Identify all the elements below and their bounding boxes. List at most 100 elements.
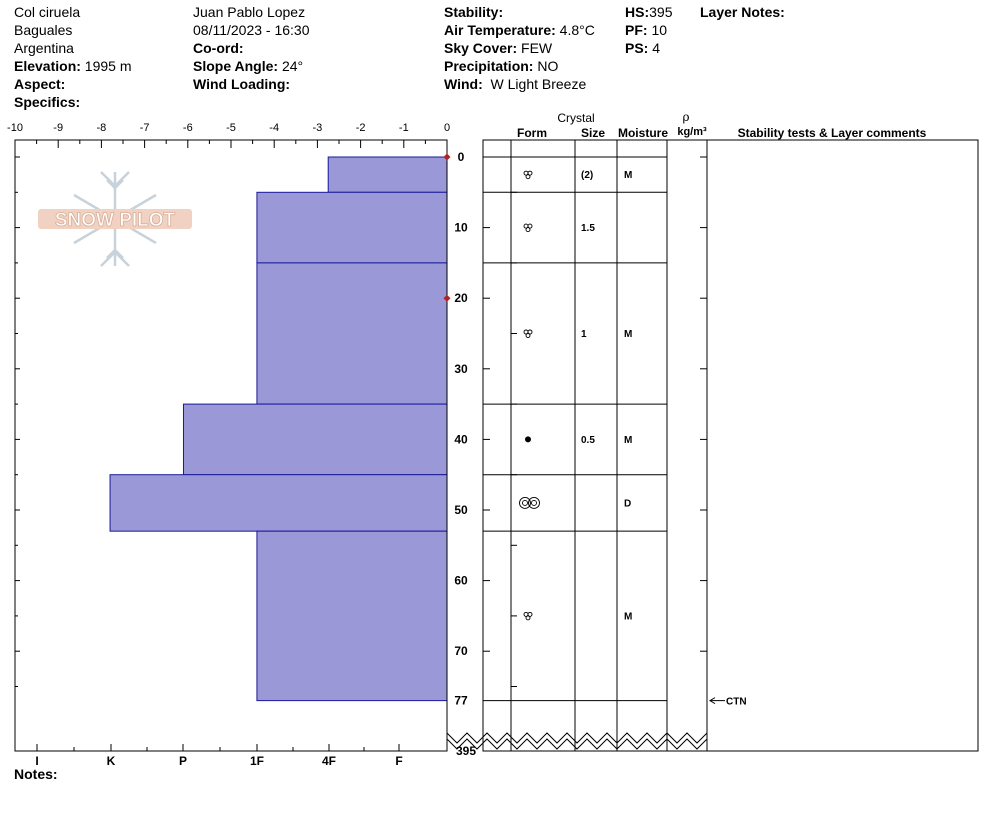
- ps-row: PS: 4: [625, 39, 672, 57]
- hardness-label-I: I: [35, 754, 38, 768]
- sky-row: Sky Cover: FEW: [444, 39, 595, 57]
- crystal-size-0: (2): [581, 170, 593, 181]
- pf-value: 10: [651, 22, 668, 38]
- slope-label: Slope Angle:: [193, 58, 279, 74]
- depth-label-70: 70: [454, 644, 468, 658]
- aspect-label: Aspect:: [14, 76, 66, 92]
- melt-outer-b: [528, 496, 540, 509]
- graupel-icon-5: [523, 611, 533, 621]
- column-headers: Crystal Form Size Moisture ρ kg/m³ Stabi…: [517, 110, 927, 140]
- elevation-value: 1995 m: [84, 58, 132, 74]
- moisture-code-2: M: [624, 329, 632, 340]
- melt-outer-a: [519, 496, 531, 509]
- hardness-bar-5: [256, 530, 448, 702]
- hardness-label-F: F: [395, 754, 402, 768]
- depth-label-40: 40: [454, 432, 468, 446]
- location-block: Col ciruela Baguales Argentina Elevation…: [14, 3, 132, 111]
- ps-value: 4: [652, 40, 661, 56]
- specifics-row: Specifics:: [14, 93, 132, 111]
- temp-tick-label-0: 0: [444, 122, 450, 134]
- elevation-row: Elevation: 1995 m: [14, 57, 132, 75]
- axis-ticks: [14, 140, 707, 751]
- hardness-bar-1: [256, 191, 448, 264]
- crystal-column: (2) M 1.5 1 M 0.5 M D M CTN: [519, 170, 747, 708]
- hs-value: 395: [649, 4, 673, 20]
- temp-tick-label--6: -6: [183, 122, 193, 134]
- stability-label: Stability:: [444, 4, 504, 20]
- slope-row: Slope Angle: 24°: [193, 57, 310, 75]
- graupel-part-c: [525, 174, 531, 180]
- hs-row: HS:395: [625, 3, 672, 21]
- notes-block: Notes:: [14, 765, 58, 783]
- crystal-size-3: 0.5: [581, 435, 595, 446]
- wind-loading-label: Wind Loading:: [193, 76, 291, 92]
- wind-value: W Light Breeze: [490, 76, 587, 92]
- graupel-part-b: [527, 170, 533, 176]
- wind-label: Wind:: [444, 76, 483, 92]
- location-region: Baguales: [14, 22, 73, 38]
- conditions-block: Stability: Air Temperature: 4.8°C Sky Co…: [444, 3, 595, 93]
- summary-block: HS:395 PF: 10 PS: 4: [625, 3, 672, 57]
- axis-labels: -10 -9 -8 -7 -6 -5 -4 -3 -2 -1 0010203040506070773…: [7, 122, 476, 768]
- logo-text: SNOW PILOT: [55, 210, 176, 231]
- melt-forms-icon-4: [519, 496, 540, 509]
- wind-loading-row: Wind Loading:: [193, 75, 310, 93]
- moisture-code-0: M: [624, 170, 632, 181]
- graupel-part-b: [527, 223, 533, 229]
- air-temp-label: Air Temperature:: [444, 22, 556, 38]
- hs-label: HS:: [625, 4, 650, 20]
- moisture-header: Moisture: [618, 126, 668, 140]
- location-name: Col ciruela: [14, 4, 81, 20]
- observation-datetime: 08/11/2023 - 16:30: [193, 22, 310, 38]
- precip-value: NO: [537, 58, 559, 74]
- temp-tick-label--4: -4: [269, 122, 279, 134]
- depth-label-50: 50: [454, 503, 468, 517]
- density-header: kg/m³: [677, 126, 707, 138]
- form-header: Form: [517, 126, 547, 140]
- size-header: Size: [581, 126, 605, 140]
- hardness-bar-3: [182, 403, 448, 476]
- location-country: Argentina: [14, 40, 74, 56]
- temperature-marker-0: [443, 153, 451, 161]
- precip-row: Precipitation: NO: [444, 57, 595, 75]
- total-depth-label: 395: [456, 744, 476, 758]
- temp-tick-label--10: -10: [7, 122, 23, 134]
- snowpilot-logo: SNOW PILOT: [38, 171, 192, 267]
- sky-label: Sky Cover:: [444, 40, 518, 56]
- temp-tick-label--2: -2: [356, 122, 366, 134]
- graupel-part-b: [527, 611, 533, 617]
- stability-row: Stability:: [444, 3, 595, 21]
- test-arrow-head-0: [709, 697, 716, 705]
- precip-label: Precipitation:: [444, 58, 534, 74]
- rounded-grain-icon-3: [525, 436, 531, 443]
- depth-label-0: 0: [458, 150, 465, 164]
- layer-notes-block: Layer Notes:: [700, 3, 785, 21]
- profile-break-zigzag-2: [446, 738, 708, 750]
- slope-value: 24°: [281, 58, 304, 74]
- elevation-label: Elevation:: [14, 58, 81, 74]
- hardness-bar-4: [109, 474, 448, 532]
- moisture-code-5: M: [624, 611, 632, 622]
- air-temp-row: Air Temperature: 4.8°C: [444, 21, 595, 39]
- hardness-label-K: K: [107, 754, 116, 768]
- observer-name: Juan Pablo Lopez: [193, 4, 306, 20]
- moisture-code-4: D: [624, 498, 631, 509]
- melt-inner-b: [531, 499, 537, 506]
- depth-label-60: 60: [454, 574, 468, 588]
- sky-value: FEW: [521, 40, 553, 56]
- layer-grid: [446, 156, 708, 750]
- graupel-part-b: [527, 329, 533, 335]
- temperature-marker-1: [443, 294, 451, 302]
- profile-break-zigzag-1: [446, 732, 708, 744]
- observer-block: Juan Pablo Lopez 08/11/2023 - 16:30 Co-o…: [193, 3, 310, 93]
- graupel-part-c: [525, 333, 531, 338]
- temp-tick-label--1: -1: [399, 122, 409, 134]
- melt-inner-a: [522, 499, 528, 506]
- temp-tick-label--5: -5: [226, 122, 236, 134]
- graupel-part-c: [525, 227, 531, 233]
- specifics-label: Specifics:: [14, 94, 81, 110]
- temp-tick-label--8: -8: [97, 122, 107, 134]
- coord-row: Co-ord:: [193, 39, 310, 57]
- moisture-code-3: M: [624, 435, 632, 446]
